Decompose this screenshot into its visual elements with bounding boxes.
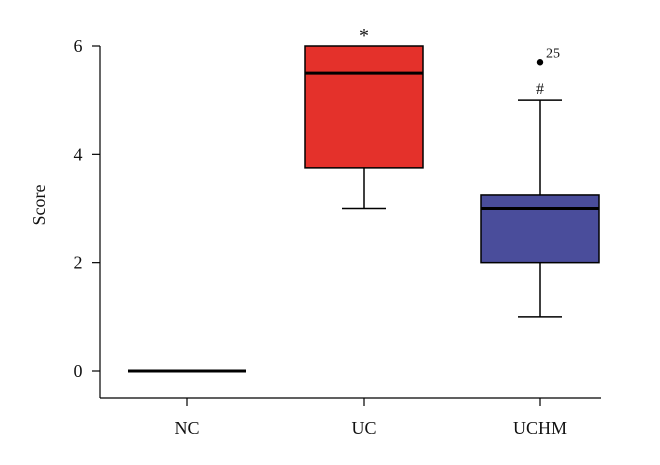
outlier-label: 25 [546,46,560,61]
y-tick-label: 2 [74,253,83,273]
y-tick-label: 0 [74,361,83,381]
axes: 0 2 4 6 NC UC UCHM [74,36,601,438]
y-tick-label: 6 [74,36,83,56]
significance-annotation: * [359,25,369,47]
box-body [480,194,600,264]
box-body [304,45,424,169]
outlier-point [536,59,544,66]
significance-annotation: # [536,81,544,98]
x-tick-label: UC [351,418,376,438]
box-uchm: 25 # [480,46,600,318]
box-uc: * [304,25,424,210]
plot-marks: * 25 # [128,25,600,373]
y-axis-label: Score [29,184,49,225]
x-tick-label: NC [174,418,199,438]
x-tick-label: UCHM [513,418,567,438]
y-tick-label: 4 [74,144,83,164]
